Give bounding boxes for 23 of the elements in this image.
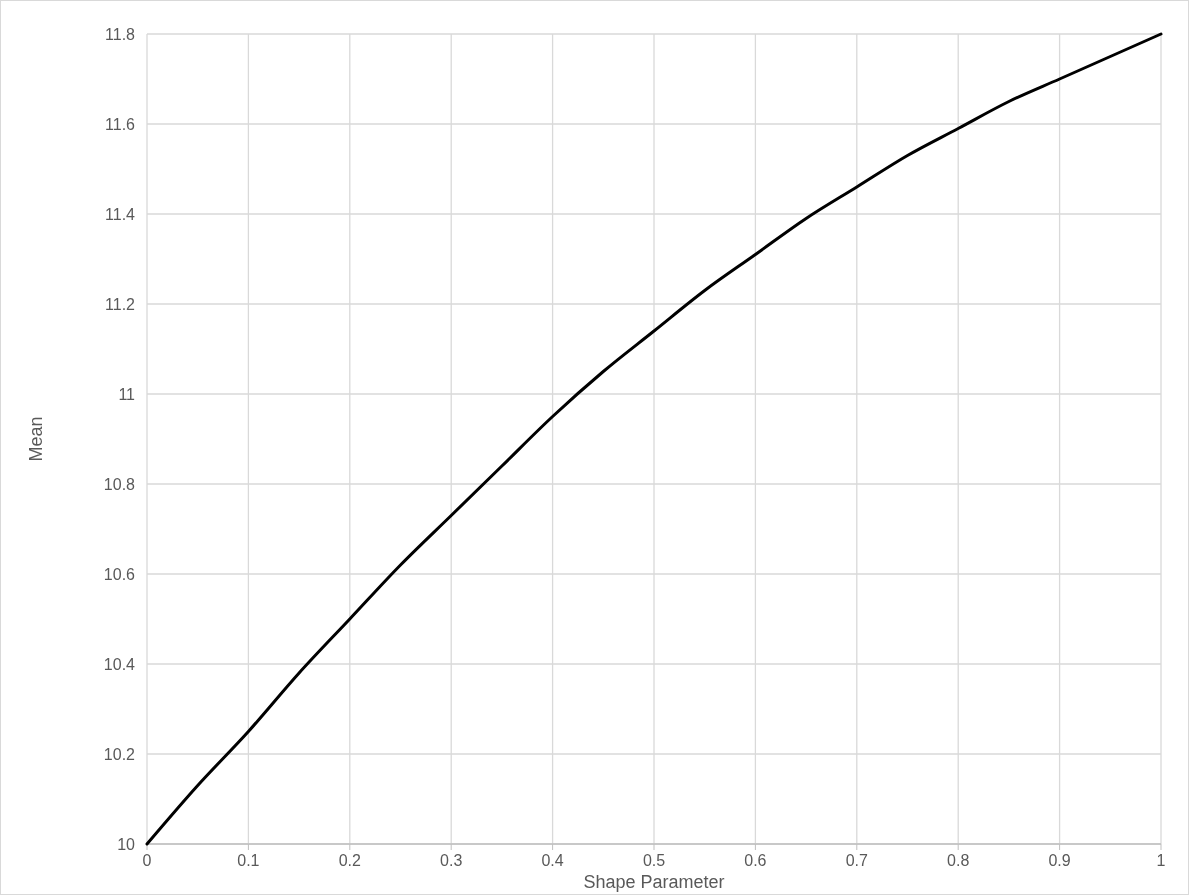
x-tick-label: 0.5 (642, 852, 666, 869)
y-tick-label: 11.6 (105, 115, 136, 133)
x-tick-label: 0.9 (1048, 852, 1071, 869)
x-tick-label: 0.8 (947, 852, 970, 869)
x-tick-label: 0.3 (440, 852, 463, 869)
x-tick-label: 0 (142, 852, 152, 869)
y-tick-label: 10.2 (103, 745, 136, 763)
y-tick-label: 10.4 (103, 655, 136, 673)
y-tick-label: 10.8 (103, 475, 136, 493)
x-tick-label: 0.7 (845, 852, 869, 869)
x-tick-label: 0.4 (541, 852, 564, 869)
y-tick-label: 11.2 (105, 295, 136, 313)
x-tick-label: 1 (1156, 852, 1166, 869)
y-tick-label: 10 (117, 835, 136, 853)
y-tick-label: 11.8 (105, 25, 136, 43)
y-tick-label: 11 (118, 385, 136, 403)
y-axis-title: Mean (26, 416, 46, 462)
y-tick-label: 11.4 (105, 205, 136, 223)
x-axis-title: Shape Parameter (583, 872, 725, 892)
x-tick-label: 0.2 (338, 852, 362, 869)
x-tick-label: 0.6 (744, 852, 767, 869)
x-tick-label: 0.1 (237, 852, 260, 869)
y-tick-label: 10.6 (103, 565, 136, 583)
